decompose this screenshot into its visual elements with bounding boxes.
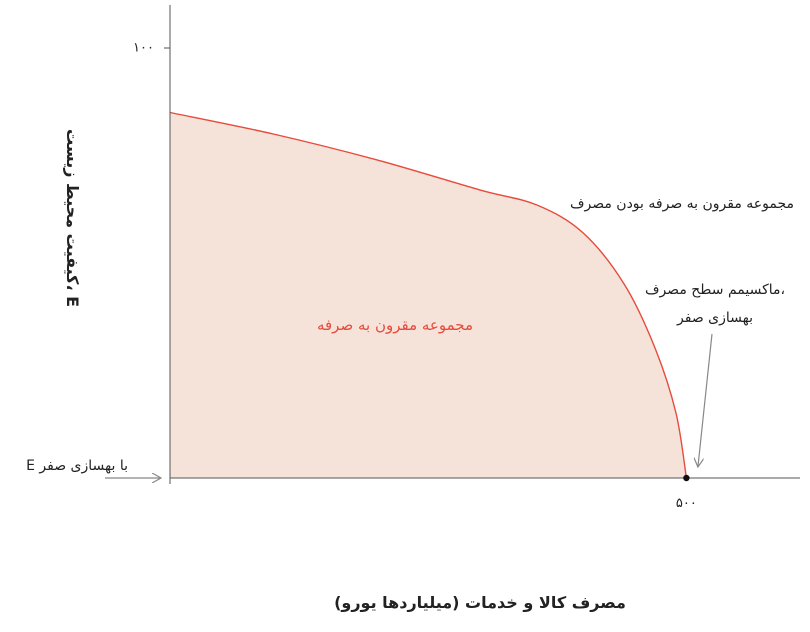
max-consumption-point	[683, 474, 690, 482]
frontier-label: مجموعه مقرون به صرفه بودن مصرف	[570, 196, 794, 212]
max-point-label-line2: بهسازی صفر	[676, 310, 753, 326]
zero-improvement-label: E با بهسازی صفر	[26, 458, 128, 474]
y-axis-title: کیفیت محیط زیست، E	[63, 129, 82, 307]
frontier-curve	[169, 111, 688, 479]
x-tick-label: ۵۰۰	[676, 496, 697, 511]
feasible-set-area	[170, 112, 687, 478]
region-label: مجموعه مقرون به صرفه	[317, 316, 473, 334]
x-axis-title: مصرف کالا و خدمات (میلیاردها یورو)	[334, 593, 626, 612]
y-tick-label: ۱۰۰	[133, 41, 154, 56]
max-point-pointer-arrow	[698, 333, 713, 466]
max-point-label-line1: ماکسیمم سطح مصرف،	[645, 282, 785, 298]
